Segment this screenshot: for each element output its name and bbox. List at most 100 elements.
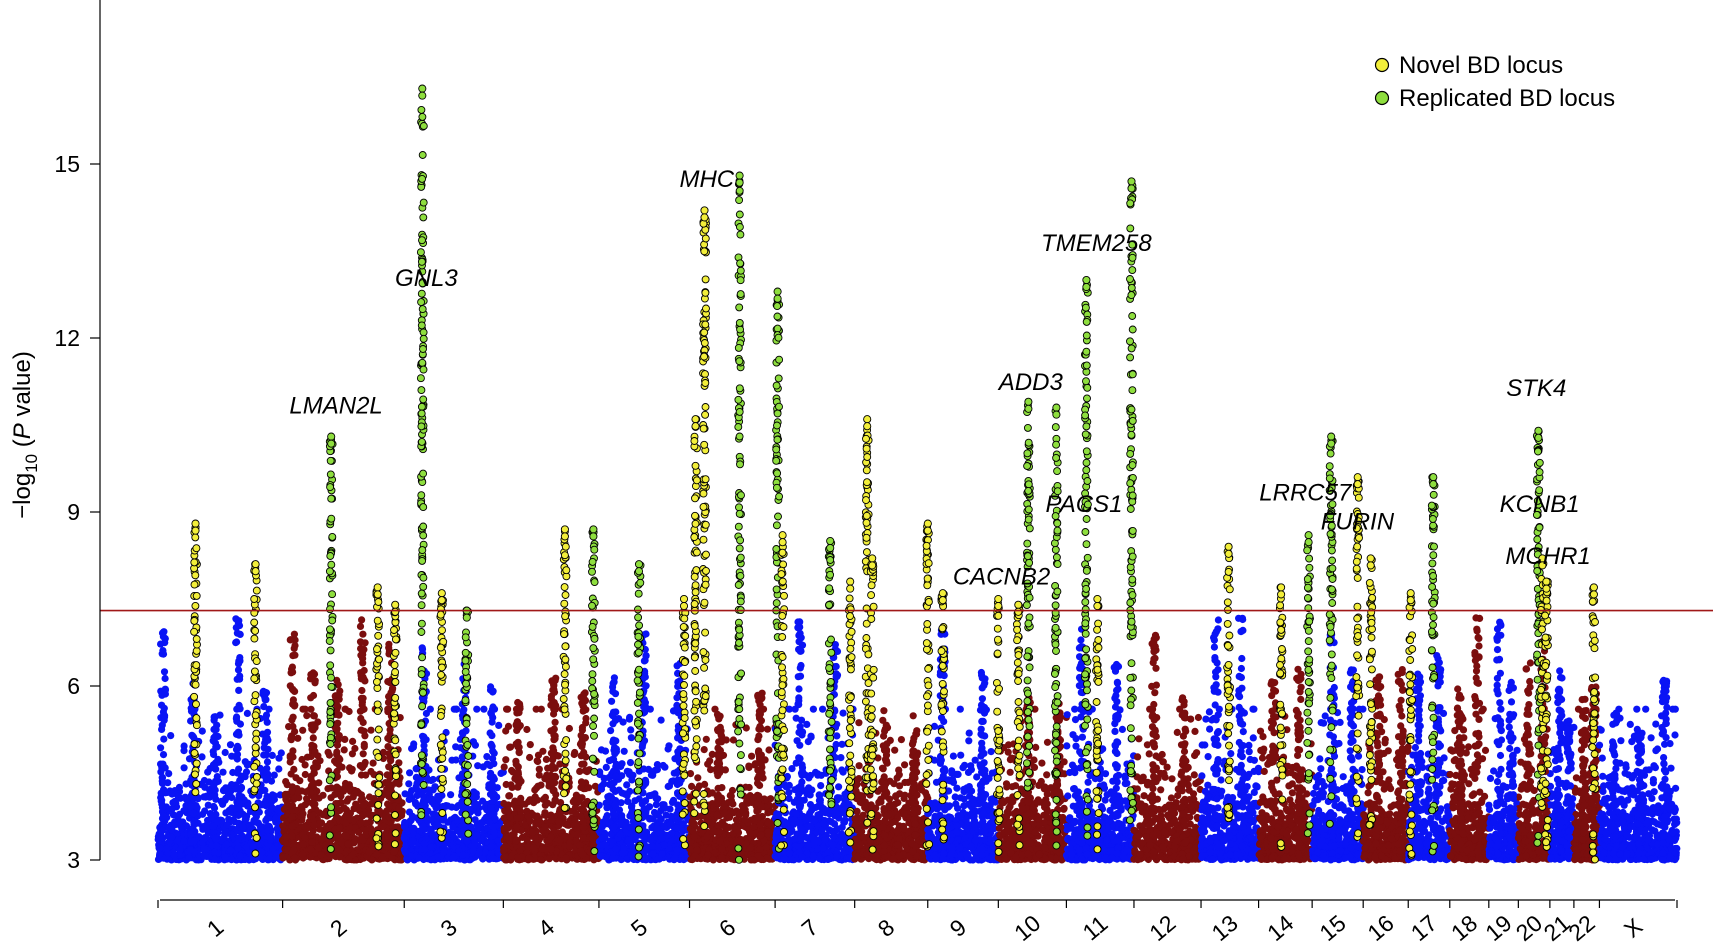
snp-point (810, 817, 819, 825)
snp-point (600, 841, 609, 849)
snp-point (750, 823, 758, 831)
snp-point (325, 751, 333, 759)
snp-point (707, 766, 715, 774)
snp-point (817, 782, 825, 790)
snp-point (390, 848, 398, 856)
snp-point (475, 849, 483, 857)
snp-point (597, 785, 606, 793)
snp-point (806, 809, 814, 817)
snp-point (279, 822, 287, 830)
snp-point (625, 715, 634, 723)
snp-point (763, 725, 772, 733)
snp-point (542, 755, 551, 764)
snp-point (383, 843, 391, 851)
snp-point (824, 855, 832, 864)
snp-point (657, 815, 665, 823)
snp-point (856, 798, 864, 806)
snp-point (726, 791, 734, 800)
snp-point (447, 791, 455, 799)
snp-point (222, 784, 230, 792)
snp-point (204, 801, 212, 809)
snp-point (294, 734, 302, 742)
snp-point (349, 737, 357, 746)
snp-point (956, 705, 964, 713)
snp-point (706, 757, 714, 765)
snp-point (891, 746, 899, 754)
snp-point (627, 726, 635, 734)
snp-point (526, 753, 534, 762)
snp-point (772, 834, 780, 842)
snp-point (439, 802, 447, 811)
snp-point (200, 844, 208, 853)
snp-point (193, 804, 201, 812)
chromosome-9-snps (924, 705, 1002, 864)
snp-point (200, 835, 208, 843)
snp-point (236, 852, 244, 860)
snp-point (207, 810, 215, 818)
snp-point (401, 790, 409, 798)
snp-point (298, 813, 306, 821)
snp-point (221, 748, 229, 757)
snp-point (504, 807, 512, 815)
snp-point (895, 835, 903, 843)
snp-point (180, 742, 188, 750)
snp-point (689, 828, 698, 836)
snp-point (244, 802, 252, 810)
snp-point (702, 735, 710, 743)
snp-point (531, 786, 539, 794)
snp-point (165, 770, 173, 778)
snp-point (479, 763, 487, 771)
snp-point (336, 853, 344, 861)
snp-point (500, 799, 508, 808)
snp-point (625, 836, 633, 844)
chromosome-6-snps (686, 705, 779, 864)
snp-point (176, 845, 184, 854)
snp-point (474, 809, 482, 817)
snp-point (500, 763, 508, 771)
snp-point (742, 811, 750, 819)
snp-point (892, 792, 900, 800)
snp-point (727, 844, 735, 852)
snp-point (243, 843, 251, 851)
snp-point (495, 721, 503, 730)
snp-point (790, 835, 798, 844)
snp-point (855, 719, 863, 727)
snp-point (526, 741, 534, 749)
snp-point (242, 768, 251, 776)
snp-point (301, 834, 309, 842)
snp-point (342, 832, 350, 840)
snp-point (524, 813, 532, 821)
snp-point (720, 802, 729, 810)
snp-point (538, 845, 547, 853)
snp-point (900, 825, 908, 833)
snp-point (170, 851, 178, 859)
snp-point (299, 726, 307, 734)
snp-point (432, 803, 440, 811)
snp-point (573, 830, 582, 839)
snp-point (195, 833, 203, 841)
snp-point (807, 833, 815, 841)
snp-point (571, 748, 579, 757)
snp-point (308, 830, 316, 839)
snp-point (551, 718, 559, 726)
snp-point (176, 818, 184, 827)
snp-point (501, 852, 509, 861)
snp-point (204, 768, 212, 776)
snp-point (535, 771, 543, 779)
snp-point (627, 734, 636, 742)
snp-point (434, 853, 442, 861)
snp-point (529, 828, 537, 837)
snp-point (275, 754, 283, 762)
snp-point (319, 811, 327, 819)
snp-point (227, 856, 235, 864)
snp-point (249, 856, 258, 864)
snp-point (660, 822, 668, 830)
snp-point (369, 759, 377, 767)
snp-point (604, 793, 612, 801)
snp-point (301, 770, 309, 779)
snp-point (732, 816, 741, 824)
snp-point (401, 848, 409, 856)
snp-point (180, 837, 188, 845)
snp-point (454, 816, 462, 825)
snp-point (694, 774, 702, 782)
